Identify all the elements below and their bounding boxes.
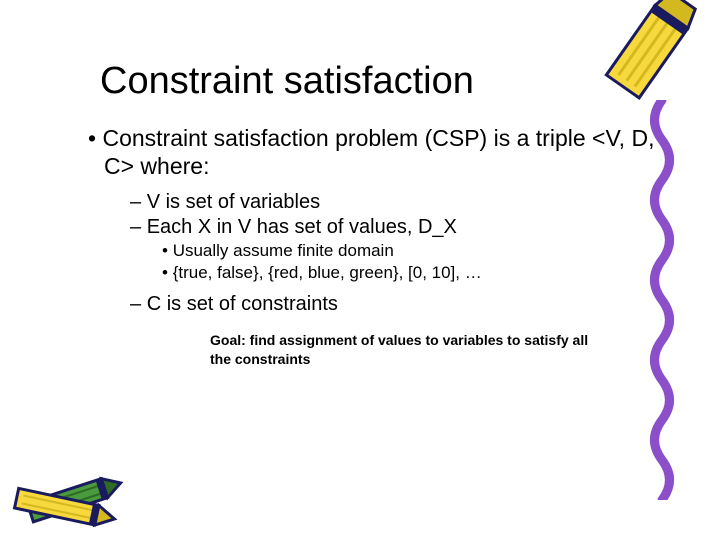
bullet-level3: {true, false}, {red, blue, green}, [0, 1… bbox=[162, 262, 670, 284]
bullet-level1: Constraint satisfaction problem (CSP) is… bbox=[88, 125, 670, 180]
goal-text: Goal: find assignment of values to varia… bbox=[210, 331, 610, 367]
bullet-level2: V is set of variables bbox=[130, 190, 670, 215]
bullet-level2: C is set of constraints bbox=[130, 292, 670, 317]
crayons-icon bbox=[8, 444, 138, 534]
squiggle-icon bbox=[642, 100, 682, 505]
bullet-level2: Each X in V has set of values, D_X bbox=[130, 215, 670, 240]
slide-container: Constraint satisfaction Constraint satis… bbox=[0, 0, 720, 540]
bullet-level3: Usually assume finite domain bbox=[162, 240, 670, 262]
